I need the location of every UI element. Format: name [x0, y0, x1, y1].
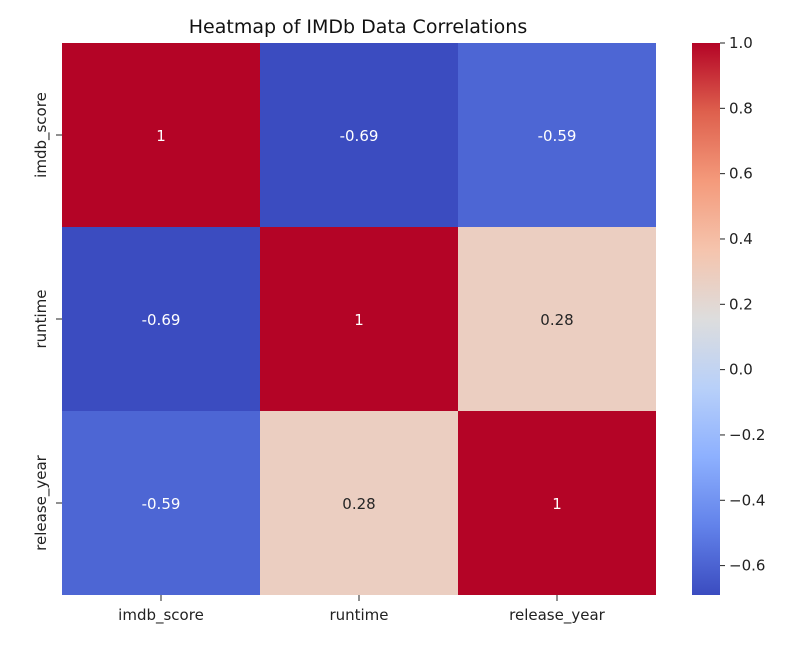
x-axis: imdb_score runtime release_year [118, 595, 606, 625]
y-tick-label-release-year: release_year [32, 454, 51, 550]
cell-value-label: 0.28 [540, 311, 573, 329]
heatmap-cell-runtime-release-year [458, 227, 656, 411]
colorbar-tick-label: 0.8 [729, 99, 753, 117]
y-tick-label-runtime: runtime [32, 289, 50, 348]
heatmap-cell-runtime-runtime [260, 227, 458, 411]
chart-title: Heatmap of IMDb Data Correlations [189, 16, 527, 38]
colorbar-gradient [692, 43, 720, 595]
cell-value-label: 0.28 [342, 495, 375, 513]
colorbar-tick-label: 1.0 [729, 34, 753, 52]
colorbar-tick-label: 0.4 [729, 230, 753, 248]
colorbar-tick-label: 0.6 [729, 165, 753, 183]
x-tick-label-release-year: release_year [509, 606, 605, 625]
colorbar: 1.0 0.8 0.6 0.4 0.2 0.0 −0.2 −0.4 −0.6 [692, 34, 765, 595]
cell-value-label: -0.69 [340, 127, 379, 145]
cell-value-label: -0.59 [538, 127, 577, 145]
heatmap-cell-imdb-score-runtime [260, 43, 458, 227]
heatmap-cell-runtime-imdb-score [62, 227, 260, 411]
heatmap-cell-release-year-imdb-score [62, 411, 260, 595]
cell-value-label: 1 [156, 127, 166, 145]
heatmap-cell-release-year-runtime [260, 411, 458, 595]
cell-value-label: 1 [552, 495, 562, 513]
colorbar-tick-label: 0.2 [729, 295, 753, 313]
cell-value-label: -0.69 [142, 311, 181, 329]
cell-value-label: 1 [354, 311, 364, 329]
heatmap-cells: 1 -0.69 -0.59 -0.69 1 0.28 -0.59 0.28 1 [62, 43, 656, 595]
heatmap-cell-imdb-score-imdb-score [62, 43, 260, 227]
y-tick-label-imdb-score: imdb_score [32, 92, 51, 178]
cell-value-label: -0.59 [142, 495, 181, 513]
heatmap-cell-imdb-score-release-year [458, 43, 656, 227]
colorbar-tick-label: 0.0 [729, 361, 753, 379]
x-tick-label-imdb-score: imdb_score [118, 606, 204, 625]
colorbar-tick-label: −0.4 [729, 491, 765, 509]
colorbar-tick-label: −0.2 [729, 426, 765, 444]
x-tick-label-runtime: runtime [329, 606, 388, 624]
colorbar-tick-label: −0.6 [729, 557, 765, 575]
heatmap-cell-release-year-release-year [458, 411, 656, 595]
